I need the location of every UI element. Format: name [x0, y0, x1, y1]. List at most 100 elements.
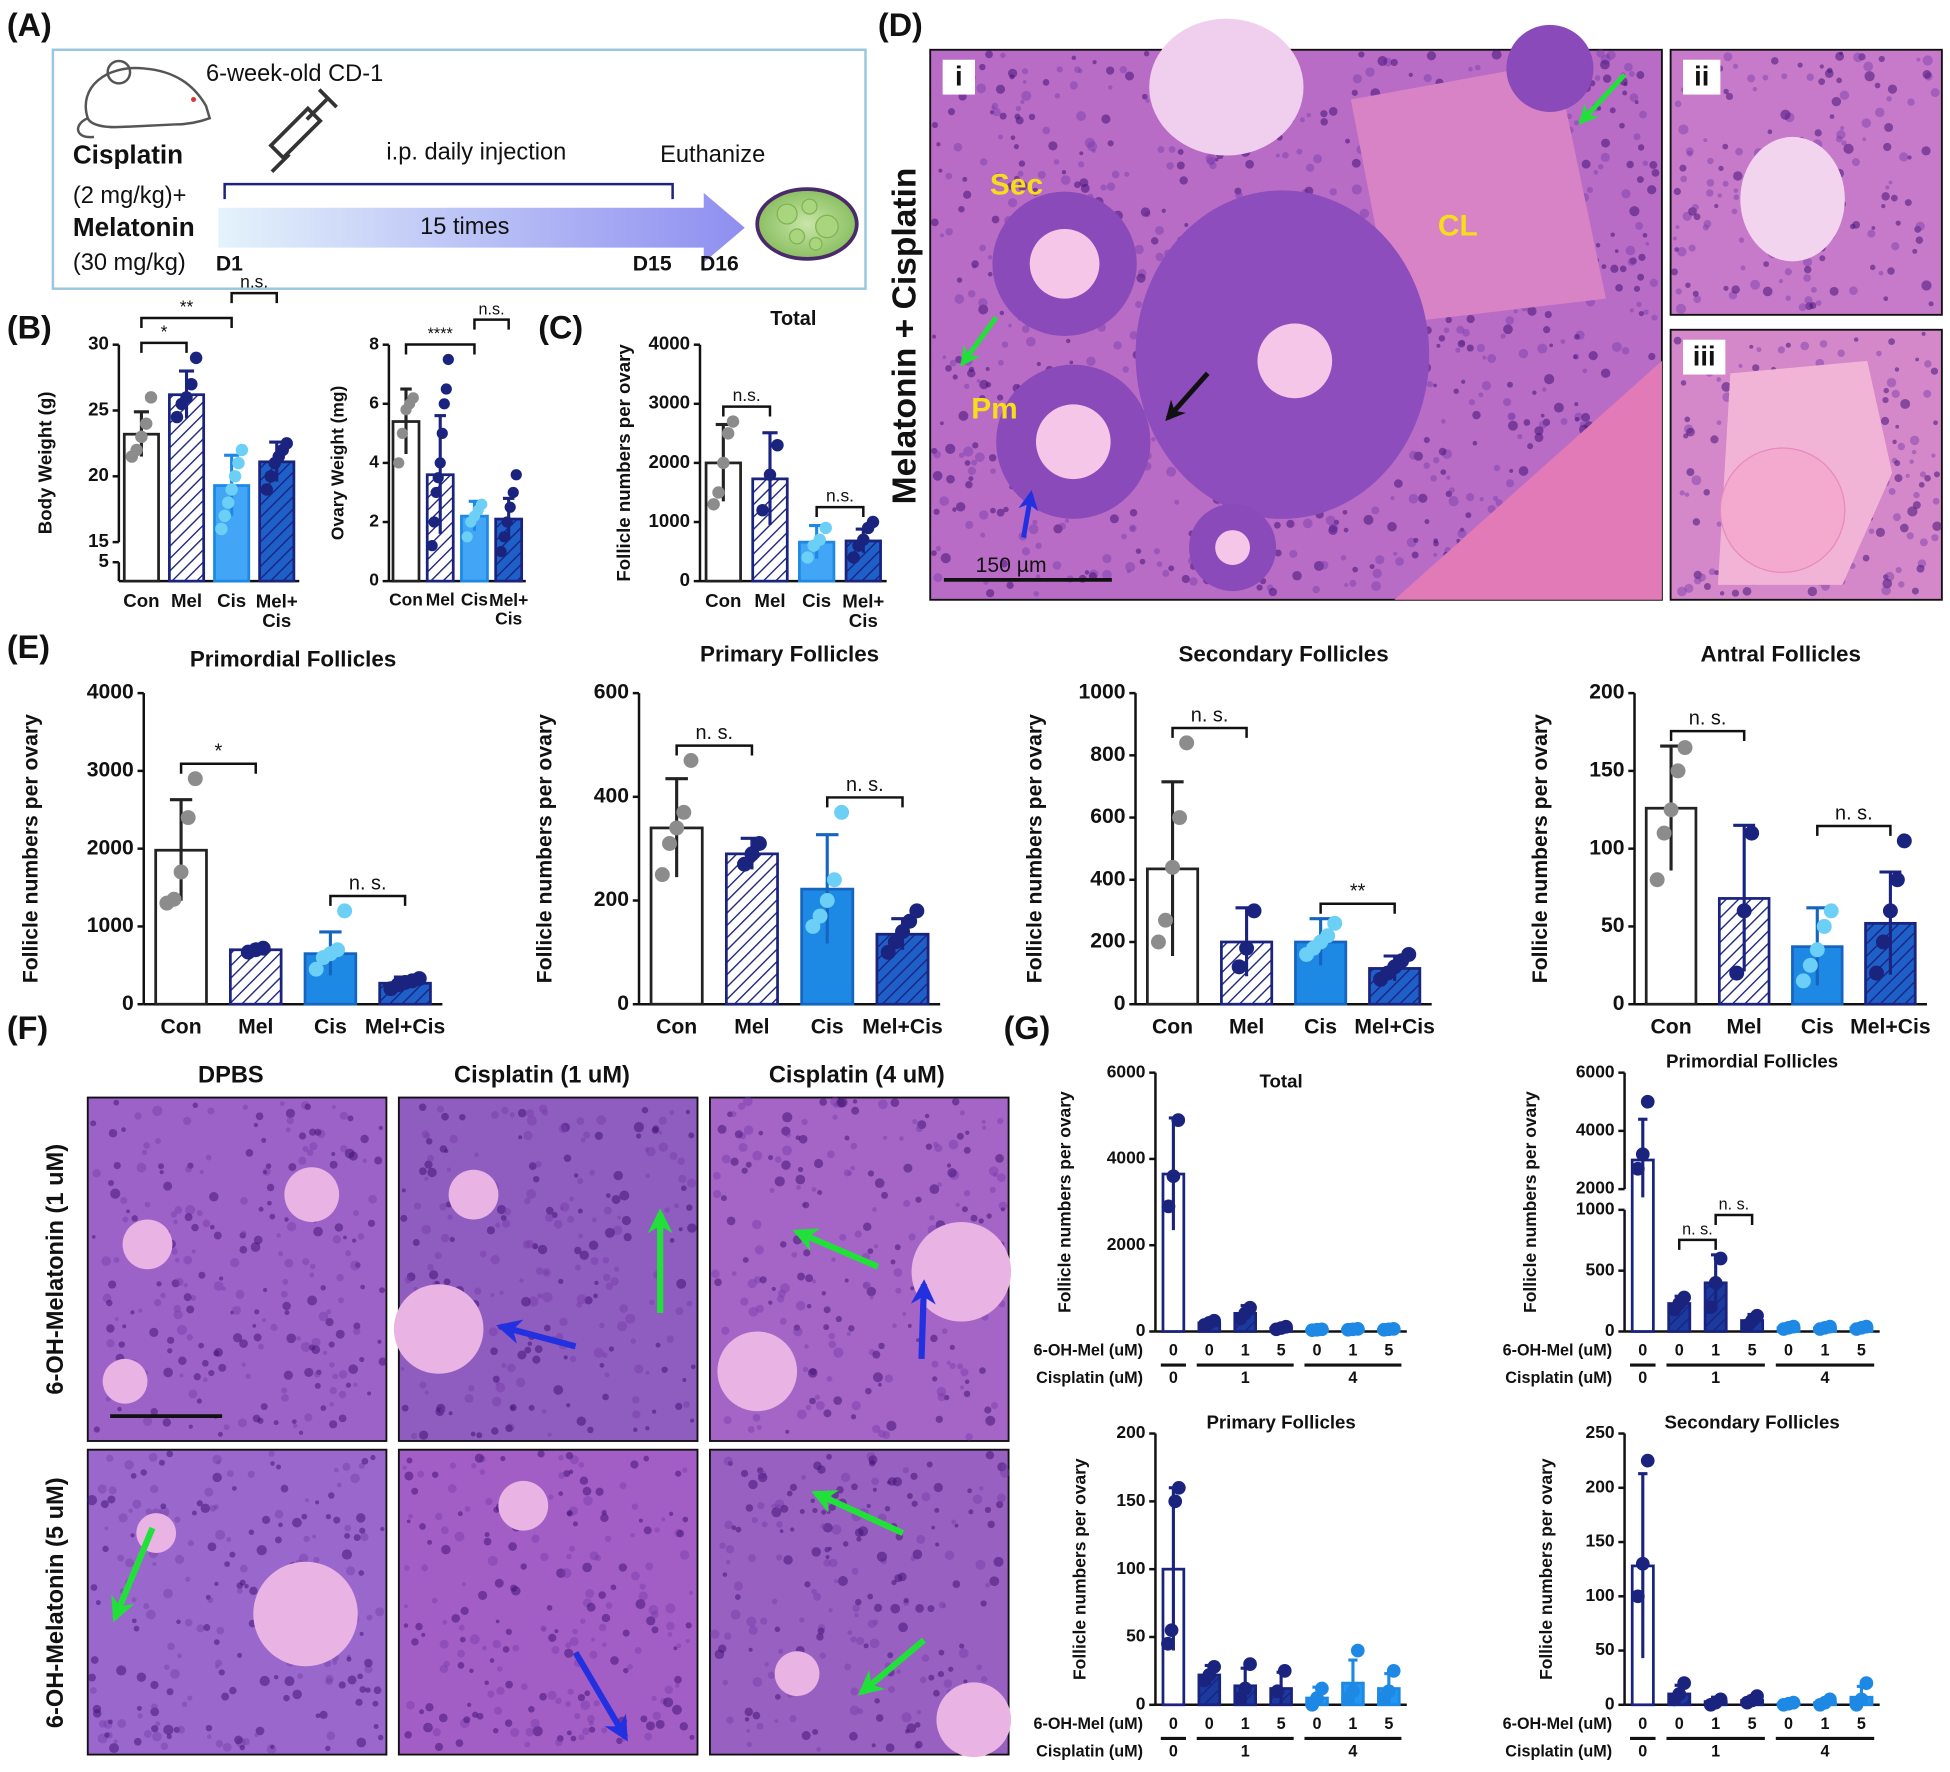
- cell-nucleus: [956, 277, 963, 283]
- cell-nucleus: [588, 1240, 599, 1250]
- cell-nucleus: [928, 1674, 935, 1681]
- cell-nucleus: [929, 1215, 935, 1221]
- data-point: [1672, 1687, 1687, 1701]
- cell-nucleus: [1542, 387, 1547, 392]
- cell-nucleus: [484, 1532, 490, 1538]
- cell-nucleus: [1018, 160, 1026, 167]
- y-axis-label: Follicle numbers per ovary: [613, 344, 634, 582]
- cell-nucleus: [1594, 75, 1601, 82]
- cell-nucleus: [758, 1130, 764, 1136]
- cell-nucleus: [785, 1429, 790, 1434]
- cell-nucleus: [90, 1120, 97, 1127]
- cell-nucleus: [985, 381, 992, 388]
- cell-nucleus: [938, 1649, 945, 1656]
- cell-nucleus: [1888, 488, 1896, 496]
- cell-nucleus: [436, 1403, 446, 1413]
- cell-nucleus: [319, 1710, 328, 1719]
- cell-nucleus: [780, 1283, 790, 1293]
- cell-nucleus: [963, 190, 972, 199]
- data-point: [1231, 959, 1247, 975]
- cell-nucleus: [927, 1605, 935, 1613]
- cell-nucleus: [730, 1110, 737, 1118]
- cell-nucleus: [1482, 355, 1487, 360]
- cell-nucleus: [1909, 435, 1920, 446]
- cell-nucleus: [520, 1563, 527, 1570]
- cell-nucleus: [191, 1249, 196, 1254]
- cell-nucleus: [527, 1341, 533, 1346]
- histology-f: DPBS Cisplatin (1 uM) Cisplatin (4 uM) 6…: [43, 1063, 1012, 1758]
- dose-row-label: 6-OH-Mel (uM): [1033, 1342, 1143, 1360]
- cell-nucleus: [1895, 566, 1902, 574]
- cell-nucleus: [1053, 159, 1060, 165]
- cell-nucleus: [962, 176, 968, 182]
- dose-value: 0: [1169, 1742, 1178, 1760]
- cell-nucleus: [1084, 570, 1090, 575]
- cell-nucleus: [727, 1111, 733, 1118]
- cell-nucleus: [802, 1201, 810, 1209]
- cell-nucleus: [92, 1709, 102, 1718]
- cell-nucleus: [1532, 390, 1537, 395]
- significance-label: *: [161, 321, 168, 341]
- cell-nucleus: [589, 1551, 599, 1561]
- cell-nucleus: [644, 1147, 650, 1153]
- oocyte: [1257, 323, 1333, 399]
- cell-nucleus: [1003, 506, 1009, 513]
- cell-nucleus: [332, 1373, 339, 1380]
- cell-nucleus: [725, 1545, 735, 1554]
- cell-nucleus: [1129, 508, 1138, 517]
- cell-nucleus: [1673, 187, 1681, 196]
- cell-nucleus: [910, 1472, 918, 1480]
- data-point: [144, 391, 158, 404]
- mouse-eye: [191, 97, 197, 103]
- cell-nucleus: [945, 227, 953, 236]
- cell-nucleus: [756, 1722, 764, 1730]
- cell-nucleus: [209, 1505, 217, 1512]
- significance-bracket: [722, 405, 772, 417]
- cell-nucleus: [1919, 471, 1926, 478]
- dose-value: 0: [1784, 1715, 1793, 1733]
- cell-nucleus: [1465, 512, 1472, 519]
- cell-nucleus: [995, 84, 1006, 94]
- cell-nucleus: [505, 1680, 513, 1689]
- cell-nucleus: [148, 1452, 158, 1462]
- cell-nucleus: [313, 1226, 323, 1237]
- cell-nucleus: [298, 1156, 307, 1165]
- cell-nucleus: [756, 1424, 762, 1430]
- cell-nucleus: [754, 1245, 764, 1255]
- cell-nucleus: [924, 1113, 930, 1119]
- cell-nucleus: [831, 1524, 842, 1535]
- cell-nucleus: [439, 1664, 449, 1674]
- y-axis-label: Follicle numbers per ovary: [19, 714, 42, 983]
- x-tick-label: Con: [1651, 1015, 1692, 1038]
- cell-nucleus: [224, 1561, 230, 1567]
- cell-nucleus: [1677, 586, 1687, 597]
- cell-nucleus: [1542, 418, 1551, 427]
- cell-nucleus: [1837, 349, 1845, 358]
- data-point: [1277, 1664, 1292, 1678]
- cell-nucleus: [136, 1672, 147, 1682]
- cell-nucleus: [1835, 135, 1843, 143]
- cell-nucleus: [747, 1278, 757, 1289]
- cell-nucleus: [1875, 527, 1886, 537]
- data-point: [232, 456, 245, 470]
- data-point: [1708, 1275, 1723, 1290]
- cell-nucleus: [1919, 538, 1928, 547]
- cell-nucleus: [1393, 551, 1398, 556]
- cell-nucleus: [338, 1297, 344, 1304]
- cell-nucleus: [747, 1426, 755, 1433]
- cell-nucleus: [558, 1454, 564, 1461]
- cell-nucleus: [593, 1347, 604, 1358]
- significance-label: n. s.: [1835, 803, 1873, 825]
- cell-nucleus: [723, 1416, 732, 1425]
- cell-nucleus: [1639, 110, 1647, 119]
- cell-nucleus: [218, 1669, 225, 1676]
- cell-nucleus: [912, 1549, 923, 1560]
- cell-nucleus: [338, 1681, 346, 1689]
- data-point: [436, 427, 448, 439]
- cell-nucleus: [163, 1181, 173, 1191]
- cell-nucleus: [776, 1554, 783, 1561]
- data-point: [1649, 872, 1665, 888]
- cell-nucleus: [245, 1373, 251, 1380]
- cell-nucleus: [878, 1342, 885, 1350]
- cell-nucleus: [731, 1525, 737, 1531]
